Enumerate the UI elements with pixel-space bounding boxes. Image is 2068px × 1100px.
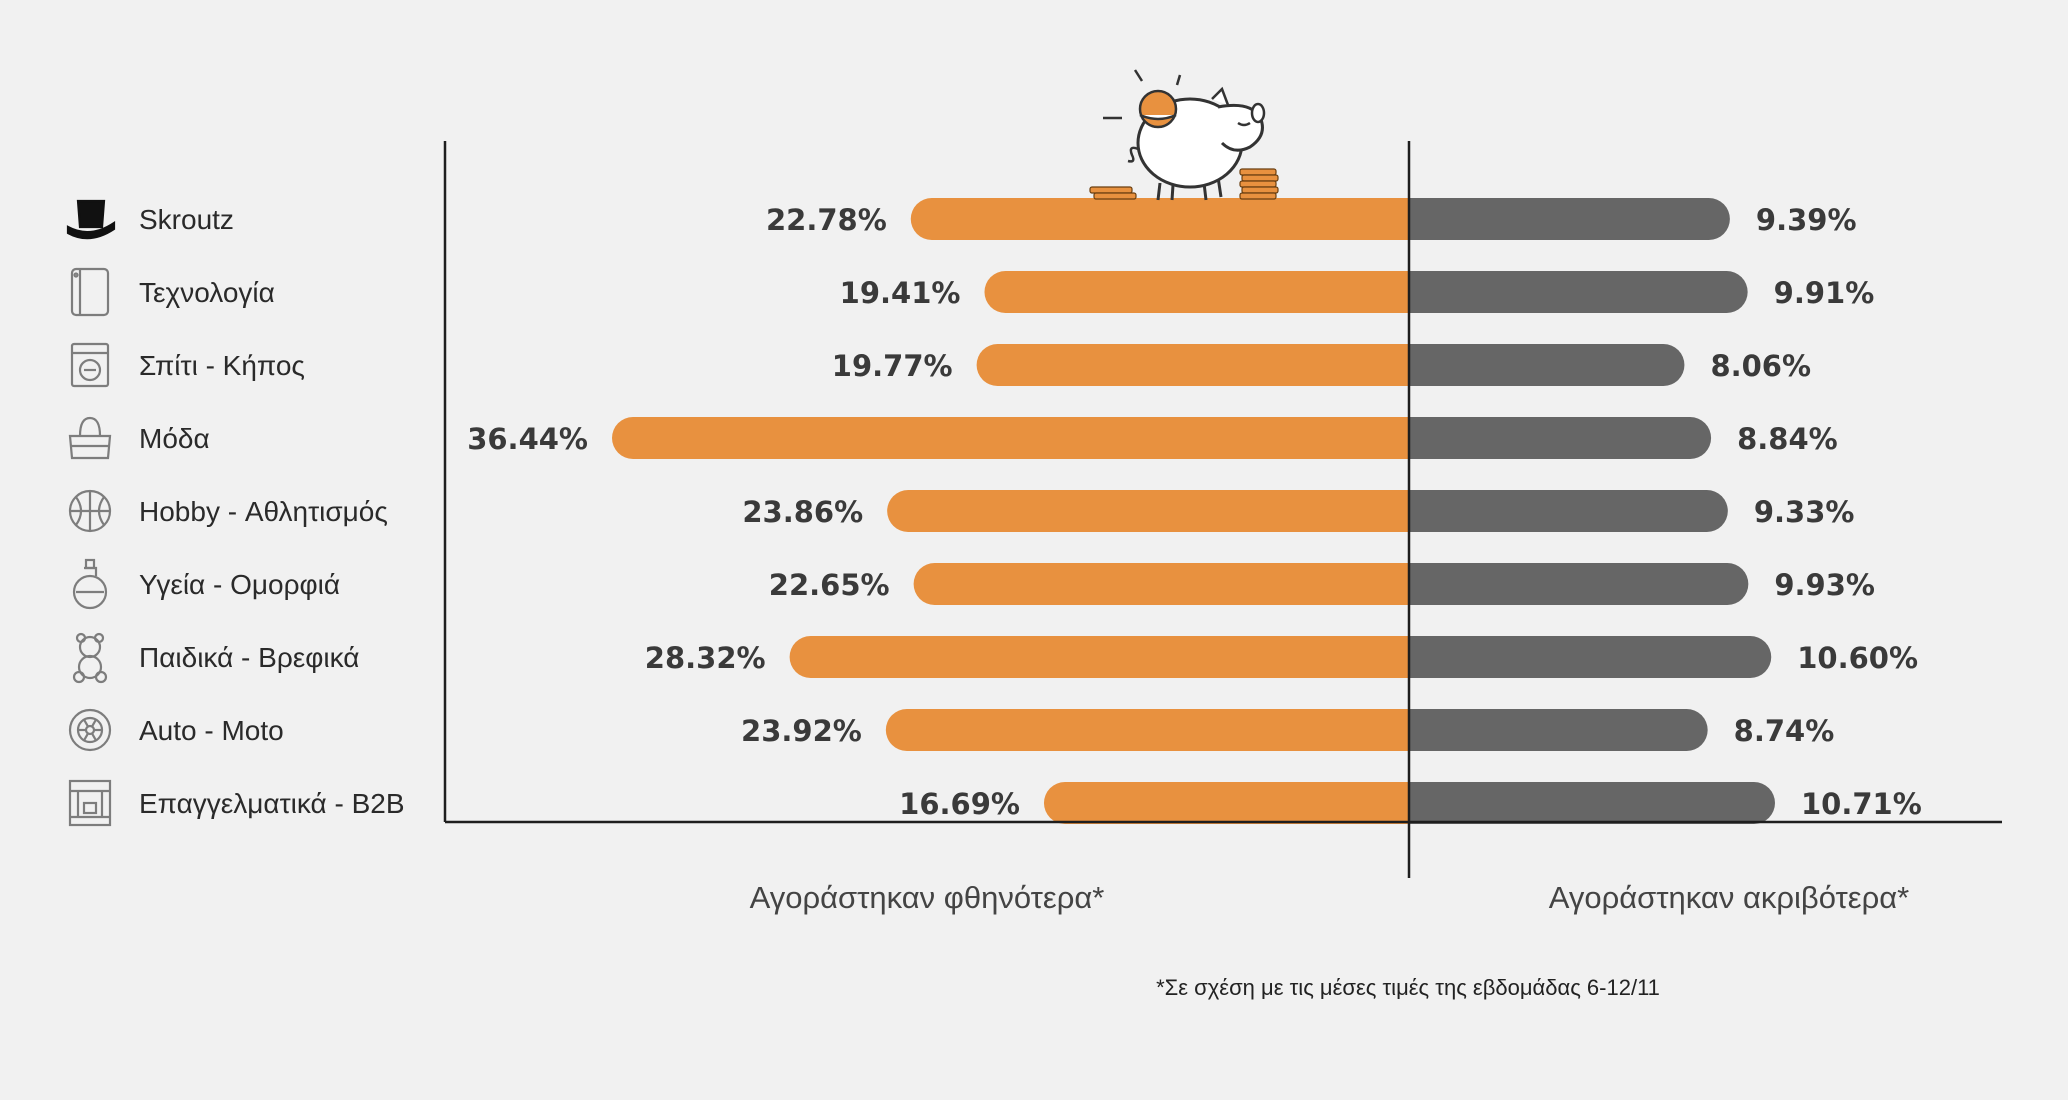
bar-pricier (1409, 563, 1749, 605)
value-label-cheaper: 19.41% (840, 276, 961, 310)
value-label-cheaper: 28.32% (645, 641, 766, 675)
value-label-pricier: 8.06% (1710, 349, 1811, 383)
category-label: Τεχνολογία (139, 277, 275, 308)
footnote: *Σε σχέση με τις μέσες τιμές της εβδομάδ… (1156, 975, 1660, 1000)
handbag-icon (68, 416, 112, 460)
category-label: Υγεία - Ομορφιά (139, 569, 340, 600)
smartphone-icon (70, 267, 110, 317)
washing-machine-icon (70, 342, 110, 388)
wheel-icon (68, 708, 112, 752)
bar-pricier (1409, 271, 1748, 313)
value-labels: 22.78% 9.39% 19.41% 9.91% 19.77% 8.06% 36.44% 8… (467, 203, 1922, 821)
teddy-bear-icon (72, 632, 108, 684)
value-label-cheaper: 23.92% (741, 714, 862, 748)
bar-pricier (1409, 490, 1728, 532)
basketball-icon (68, 489, 112, 533)
left-series-title: Αγοράστηκαν φθηνότερα* (750, 880, 1105, 915)
bars (612, 198, 1775, 824)
bar-cheaper (612, 417, 1430, 459)
value-label-pricier: 8.84% (1737, 422, 1838, 456)
bar-pricier-edge (1409, 709, 1430, 751)
value-label-cheaper: 23.86% (742, 495, 863, 529)
bar-cheaper (910, 198, 1430, 240)
bar-cheaper (789, 636, 1430, 678)
category-icons (66, 199, 116, 827)
category-label: Σπίτι - Κήπος (139, 350, 305, 381)
bar-pricier-edge (1409, 198, 1430, 240)
bar-pricier (1409, 709, 1708, 751)
bar-pricier-edge (1409, 417, 1430, 459)
value-label-pricier: 9.93% (1774, 568, 1875, 602)
bar-cheaper (976, 344, 1430, 386)
right-series-title: Αγοράστηκαν ακριβότερα* (1549, 880, 1909, 915)
category-label: Μόδα (139, 423, 210, 454)
top-hat-icon (66, 199, 116, 240)
category-label: Auto - Moto (139, 715, 284, 746)
bar-pricier (1409, 417, 1712, 459)
bar-pricier (1409, 198, 1730, 240)
value-label-pricier: 8.74% (1734, 714, 1835, 748)
bar-pricier-edge (1409, 490, 1430, 532)
bar-cheaper (887, 490, 1430, 532)
category-label: Επαγγελματικά - B2B (139, 788, 405, 819)
perfume-bottle-icon (72, 558, 108, 610)
bar-cheaper (984, 271, 1430, 313)
category-label: Skroutz (139, 204, 234, 235)
bar-pricier-edge (1409, 563, 1430, 605)
value-label-pricier: 10.71% (1801, 787, 1922, 821)
value-label-pricier: 10.60% (1797, 641, 1918, 675)
bar-pricier-edge (1409, 344, 1430, 386)
bar-cheaper (1043, 782, 1430, 824)
value-label-pricier: 9.33% (1754, 495, 1855, 529)
coffee-machine-icon (68, 779, 112, 827)
bar-cheaper (885, 709, 1430, 751)
value-label-cheaper: 22.65% (769, 568, 890, 602)
bar-cheaper (913, 563, 1430, 605)
value-label-cheaper: 36.44% (467, 422, 588, 456)
piggy-bank-icon (1089, 69, 1279, 201)
category-label: Hobby - Αθλητισμός (139, 496, 388, 527)
bar-pricier (1409, 782, 1775, 824)
value-label-cheaper: 19.77% (832, 349, 953, 383)
value-label-pricier: 9.39% (1756, 203, 1857, 237)
bar-pricier-edge (1409, 782, 1430, 824)
category-labels: Skroutz Τεχνολογία Σπίτι - Κήπος Μόδα Hobby … (139, 204, 405, 819)
value-label-pricier: 9.91% (1774, 276, 1875, 310)
bar-pricier-edge (1409, 636, 1430, 678)
value-label-cheaper: 16.69% (899, 787, 1020, 821)
bar-pricier-edge (1409, 271, 1430, 313)
category-label: Παιδικά - Βρεφικά (139, 642, 359, 673)
bar-pricier (1409, 636, 1772, 678)
bar-pricier (1409, 344, 1685, 386)
value-label-cheaper: 22.78% (766, 203, 887, 237)
